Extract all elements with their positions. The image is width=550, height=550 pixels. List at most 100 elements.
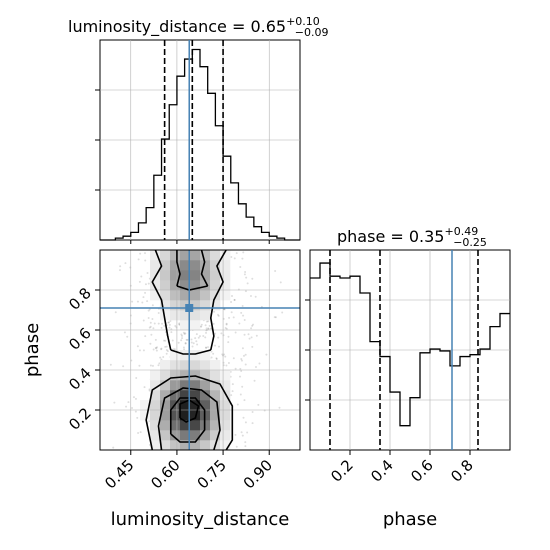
scatter-point [230,256,233,259]
scatter-point [273,316,276,319]
density-cell [160,440,171,450]
scatter-point [244,445,247,448]
density-cell [190,370,201,381]
scatter-point [151,317,154,320]
density-cell [150,390,161,401]
density-cell [190,350,201,361]
scatter-point [156,346,159,349]
scatter-point [234,331,237,334]
scatter-point [235,445,238,448]
density-cell [180,400,191,411]
phase-quantile-lines [329,250,479,450]
contour-line [176,250,181,287]
scatter-point [242,416,245,419]
scatter-point [208,324,211,327]
scatter-point [152,327,155,330]
density-cell [170,250,181,261]
density-cell [150,420,161,431]
density-cell [150,400,161,411]
density-cell [180,280,191,291]
scatter-point [148,388,151,391]
scatter-point [251,324,254,327]
density-cell [180,250,191,261]
scatter-point [233,298,236,301]
scatter-point [136,300,139,303]
density-cell [180,360,191,371]
density-cell [150,290,161,301]
scatter-point [257,403,260,406]
density-cell [210,380,221,391]
scatter-point [243,319,246,322]
scatter-point [171,339,174,342]
density-cell [160,370,171,381]
scatter-point [250,336,253,339]
density-cell [190,250,201,261]
scatter-point [207,320,210,323]
scatter-point [233,299,236,302]
scatter-point [234,433,237,436]
density-cell [220,280,231,291]
joint-2d-panel [99,249,301,451]
phase-xtick-label: 0.6 [407,456,437,486]
scatter-point [217,345,220,348]
density-cell [180,440,191,450]
phase-ytick-label: 0.8 [65,284,95,314]
scatter-point [240,311,243,314]
scatter-point [192,342,195,345]
scatter-point [158,362,161,365]
phase-ytick-label: 0.6 [65,324,95,354]
scatter-point [194,337,197,340]
scatter-point [255,334,258,337]
scatter-point [147,309,150,312]
density-cell [160,400,171,411]
scatter-point [154,338,157,341]
scatter-point [125,405,128,408]
density-cell [180,270,191,281]
density-cell [150,380,161,391]
scatter-point [174,325,177,328]
density-cell [160,390,171,401]
scatter-point [118,269,121,272]
scatter-point [241,305,244,308]
lum-xtick-label: 0.75 [194,456,230,492]
scatter-point [151,364,154,367]
scatter-point [215,357,218,360]
scatter-point [184,341,187,344]
scatter-point [196,343,199,346]
density-cell [210,390,221,401]
scatter-point [225,323,228,326]
scatter-point [159,356,162,359]
scatter-point [155,349,158,352]
density-cell [200,390,211,401]
scatter-point [244,441,247,444]
density-cell [210,400,221,411]
scatter-point [241,434,244,437]
joint-axes [99,249,301,451]
scatter-point [205,346,208,349]
density-cell [160,300,171,311]
scatter-point [249,294,252,297]
density-cell [160,270,171,281]
scatter-point [250,327,253,330]
density-cell [170,410,181,421]
density-cell [170,260,181,271]
lum-hist-xticks [130,240,270,244]
scatter-point [149,364,152,367]
scatter-point [244,421,247,424]
scatter-point [274,316,277,319]
density-cell [170,440,181,450]
scatter-point [178,322,181,325]
scatter-point [140,275,143,278]
scatter-point [157,322,160,325]
density-cell [160,420,171,431]
contour-line [200,250,209,287]
scatter-point [242,354,245,357]
scatter-point [160,348,163,351]
density-cell [220,290,231,301]
scatter-point [236,403,239,406]
density-cell [210,420,221,431]
lum-hist-yticks [95,89,100,191]
scatter-point [223,353,226,356]
scatter-point [258,362,261,365]
scatter-point [184,342,187,345]
